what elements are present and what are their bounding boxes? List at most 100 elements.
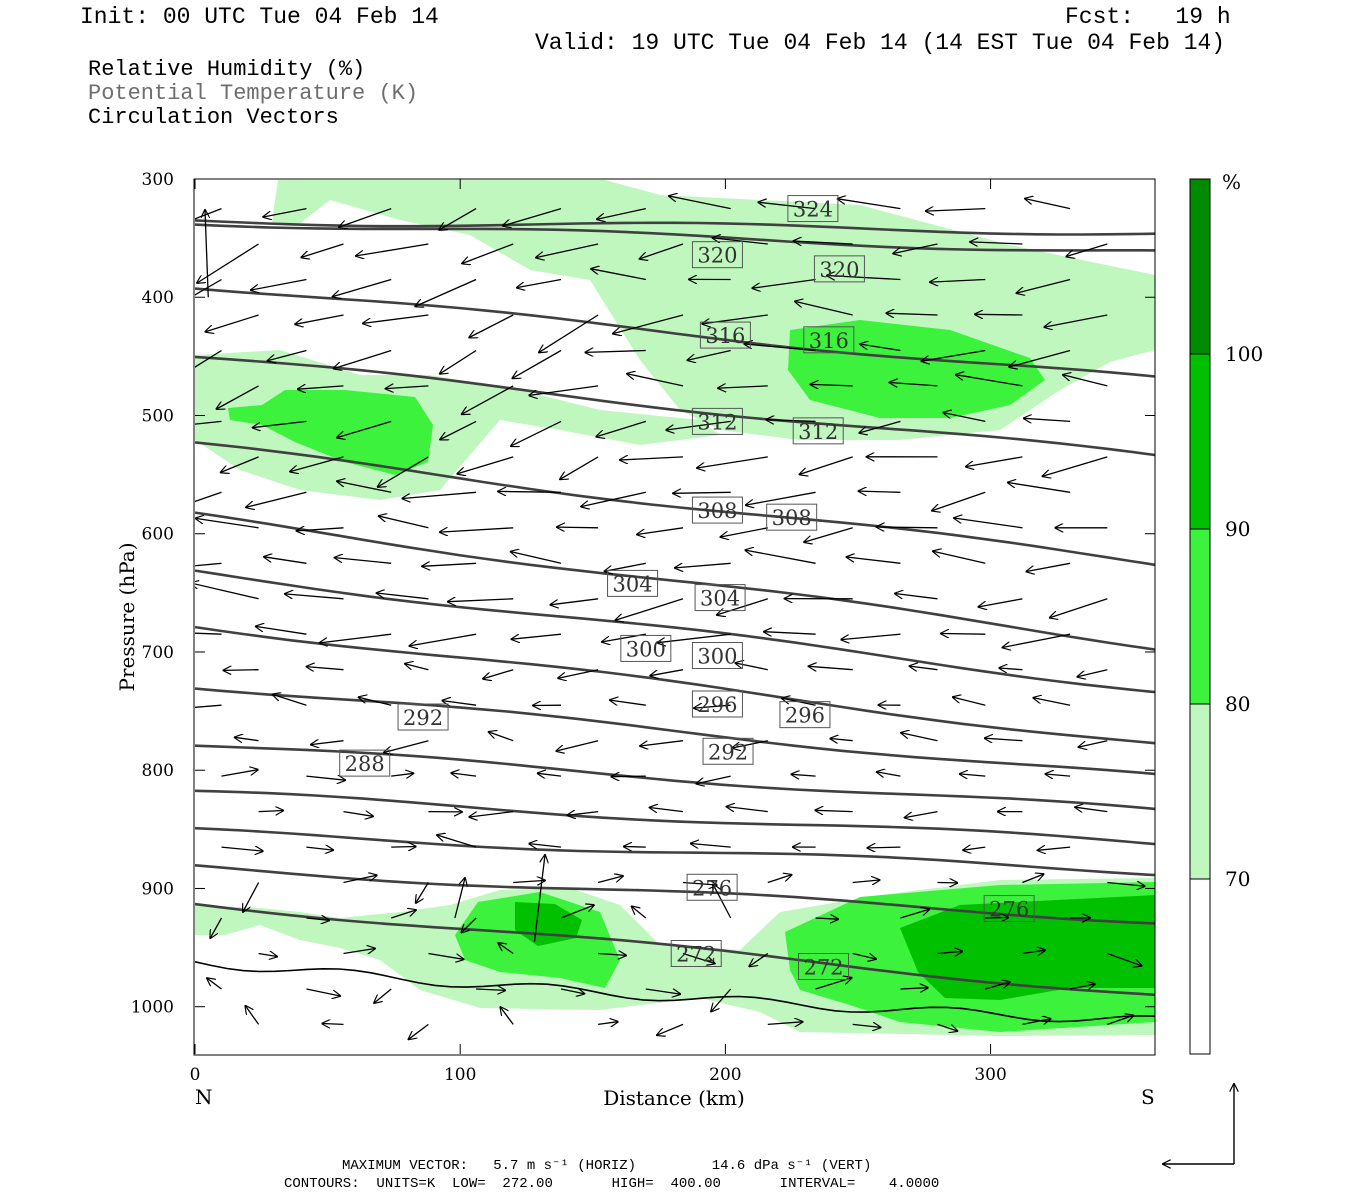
colorbar-level: 90 [1225,517,1250,541]
y-tick-label: 1000 [131,998,174,1018]
vector-arrow [926,209,986,212]
x-axis-label: Distance (km) [603,1086,745,1110]
vector-arrow [930,280,986,283]
contour-label: 316 [699,321,751,349]
vector-arrow [297,528,344,531]
vector-arrow [610,700,646,706]
vector-arrow [585,351,646,353]
vector-arrow [615,598,684,621]
vector-arrow [954,518,1023,529]
svg-text:304: 304 [613,572,653,596]
vector-arrow [632,906,647,919]
vector-arrow [246,491,307,507]
vector-arrow [374,988,392,1003]
vector-arrow [339,207,392,228]
vector-arrow [764,632,816,635]
vector-arrow [795,301,853,316]
vector-arrow [895,594,938,600]
vector-arrow [264,557,307,564]
vector-arrow [956,375,1023,387]
svg-text:312: 312 [697,410,737,434]
svg-text:300: 300 [626,637,666,661]
vector-arrow [860,344,901,352]
isentrope-308 [195,441,1155,567]
vector-arrow [815,810,853,811]
contour-label: 320 [813,255,865,283]
vector-arrow [512,633,562,639]
legend-theta: Potential Temperature (K) [88,81,419,106]
vector-arrow [195,491,222,503]
vector-arrow [256,626,307,635]
terrain-line [195,961,1155,1023]
vector-arrow [462,243,514,264]
svg-text:308: 308 [772,506,812,530]
svg-text:324: 324 [793,198,833,222]
vector-arrow [1075,807,1108,811]
vector-arrow [696,775,731,784]
vector-arrow [841,633,901,639]
vector-arrow [251,278,307,291]
y-tick-label: 700 [142,643,174,663]
plot-frame [193,178,1156,1056]
vector-arrow [529,844,562,848]
vector-arrow [451,773,477,776]
isentrope-316 [195,287,1155,378]
contour-label: 300 [691,642,743,670]
svg-text:316: 316 [705,324,745,348]
y-tick-label: 800 [142,761,174,781]
vector-arrow [766,420,816,422]
contour-label: 296 [691,690,743,718]
vector-arrow [999,668,1023,670]
vector-arrow [640,740,684,746]
contour-label: 276 [686,873,738,901]
vector-arrow [207,978,222,990]
vector-arrow [221,770,258,777]
isentrope-276 [195,864,1155,925]
vector-arrow [410,633,477,646]
vector-arrow [953,697,986,706]
vector-arrow [221,847,263,851]
vector-arrow [379,516,429,529]
isentrope-280 [195,826,1155,877]
vector-arrow [804,527,853,542]
rh-colorbar: 70 80 90 100 [1189,178,1263,1055]
vector-arrow [442,701,477,706]
contour-label: 324 [787,195,839,223]
vector-arrow [624,847,646,848]
init-time: Init: 00 UTC Tue 04 Feb 14 [80,4,439,30]
vector-arrow [1069,984,1095,989]
vector-arrow [560,456,599,479]
vector-arrow [1026,562,1071,571]
vector-arrow [713,238,768,245]
contour-label: 276 [983,895,1035,923]
svg-text:304: 304 [700,587,740,611]
vector-arrow [363,314,429,323]
vector-arrow [377,593,429,600]
isentrope-contours [195,219,1155,1023]
colorbar-level: 70 [1225,867,1250,891]
vector-arrow [767,1022,803,1025]
contour-label: 312 [792,417,844,445]
vector-arrow [791,774,816,776]
vector-arrow [500,1007,514,1025]
vector-arrow [390,910,416,919]
vector-arrow [900,988,927,989]
vector-arrow [721,527,768,537]
vector-arrow [301,243,344,257]
x-end-label-north: N [195,1085,213,1109]
vector-arrow [195,704,222,708]
vector-arrow [343,812,374,817]
vector-arrow [1043,456,1108,476]
vector-arrow [359,697,392,706]
vector-arrow [877,772,901,776]
vector-arrow [560,989,584,994]
colorbar-unit: % [1222,170,1241,194]
x-tick-label: 100 [444,1065,476,1085]
vector-arrow [356,243,429,256]
vector-arrow [1066,243,1108,257]
vector-arrow [384,740,429,753]
vector-arrow [311,741,344,745]
x-tick-label: 0 [190,1065,201,1085]
circulation-vectors [195,196,1145,1039]
vector-arrow [985,918,1008,919]
